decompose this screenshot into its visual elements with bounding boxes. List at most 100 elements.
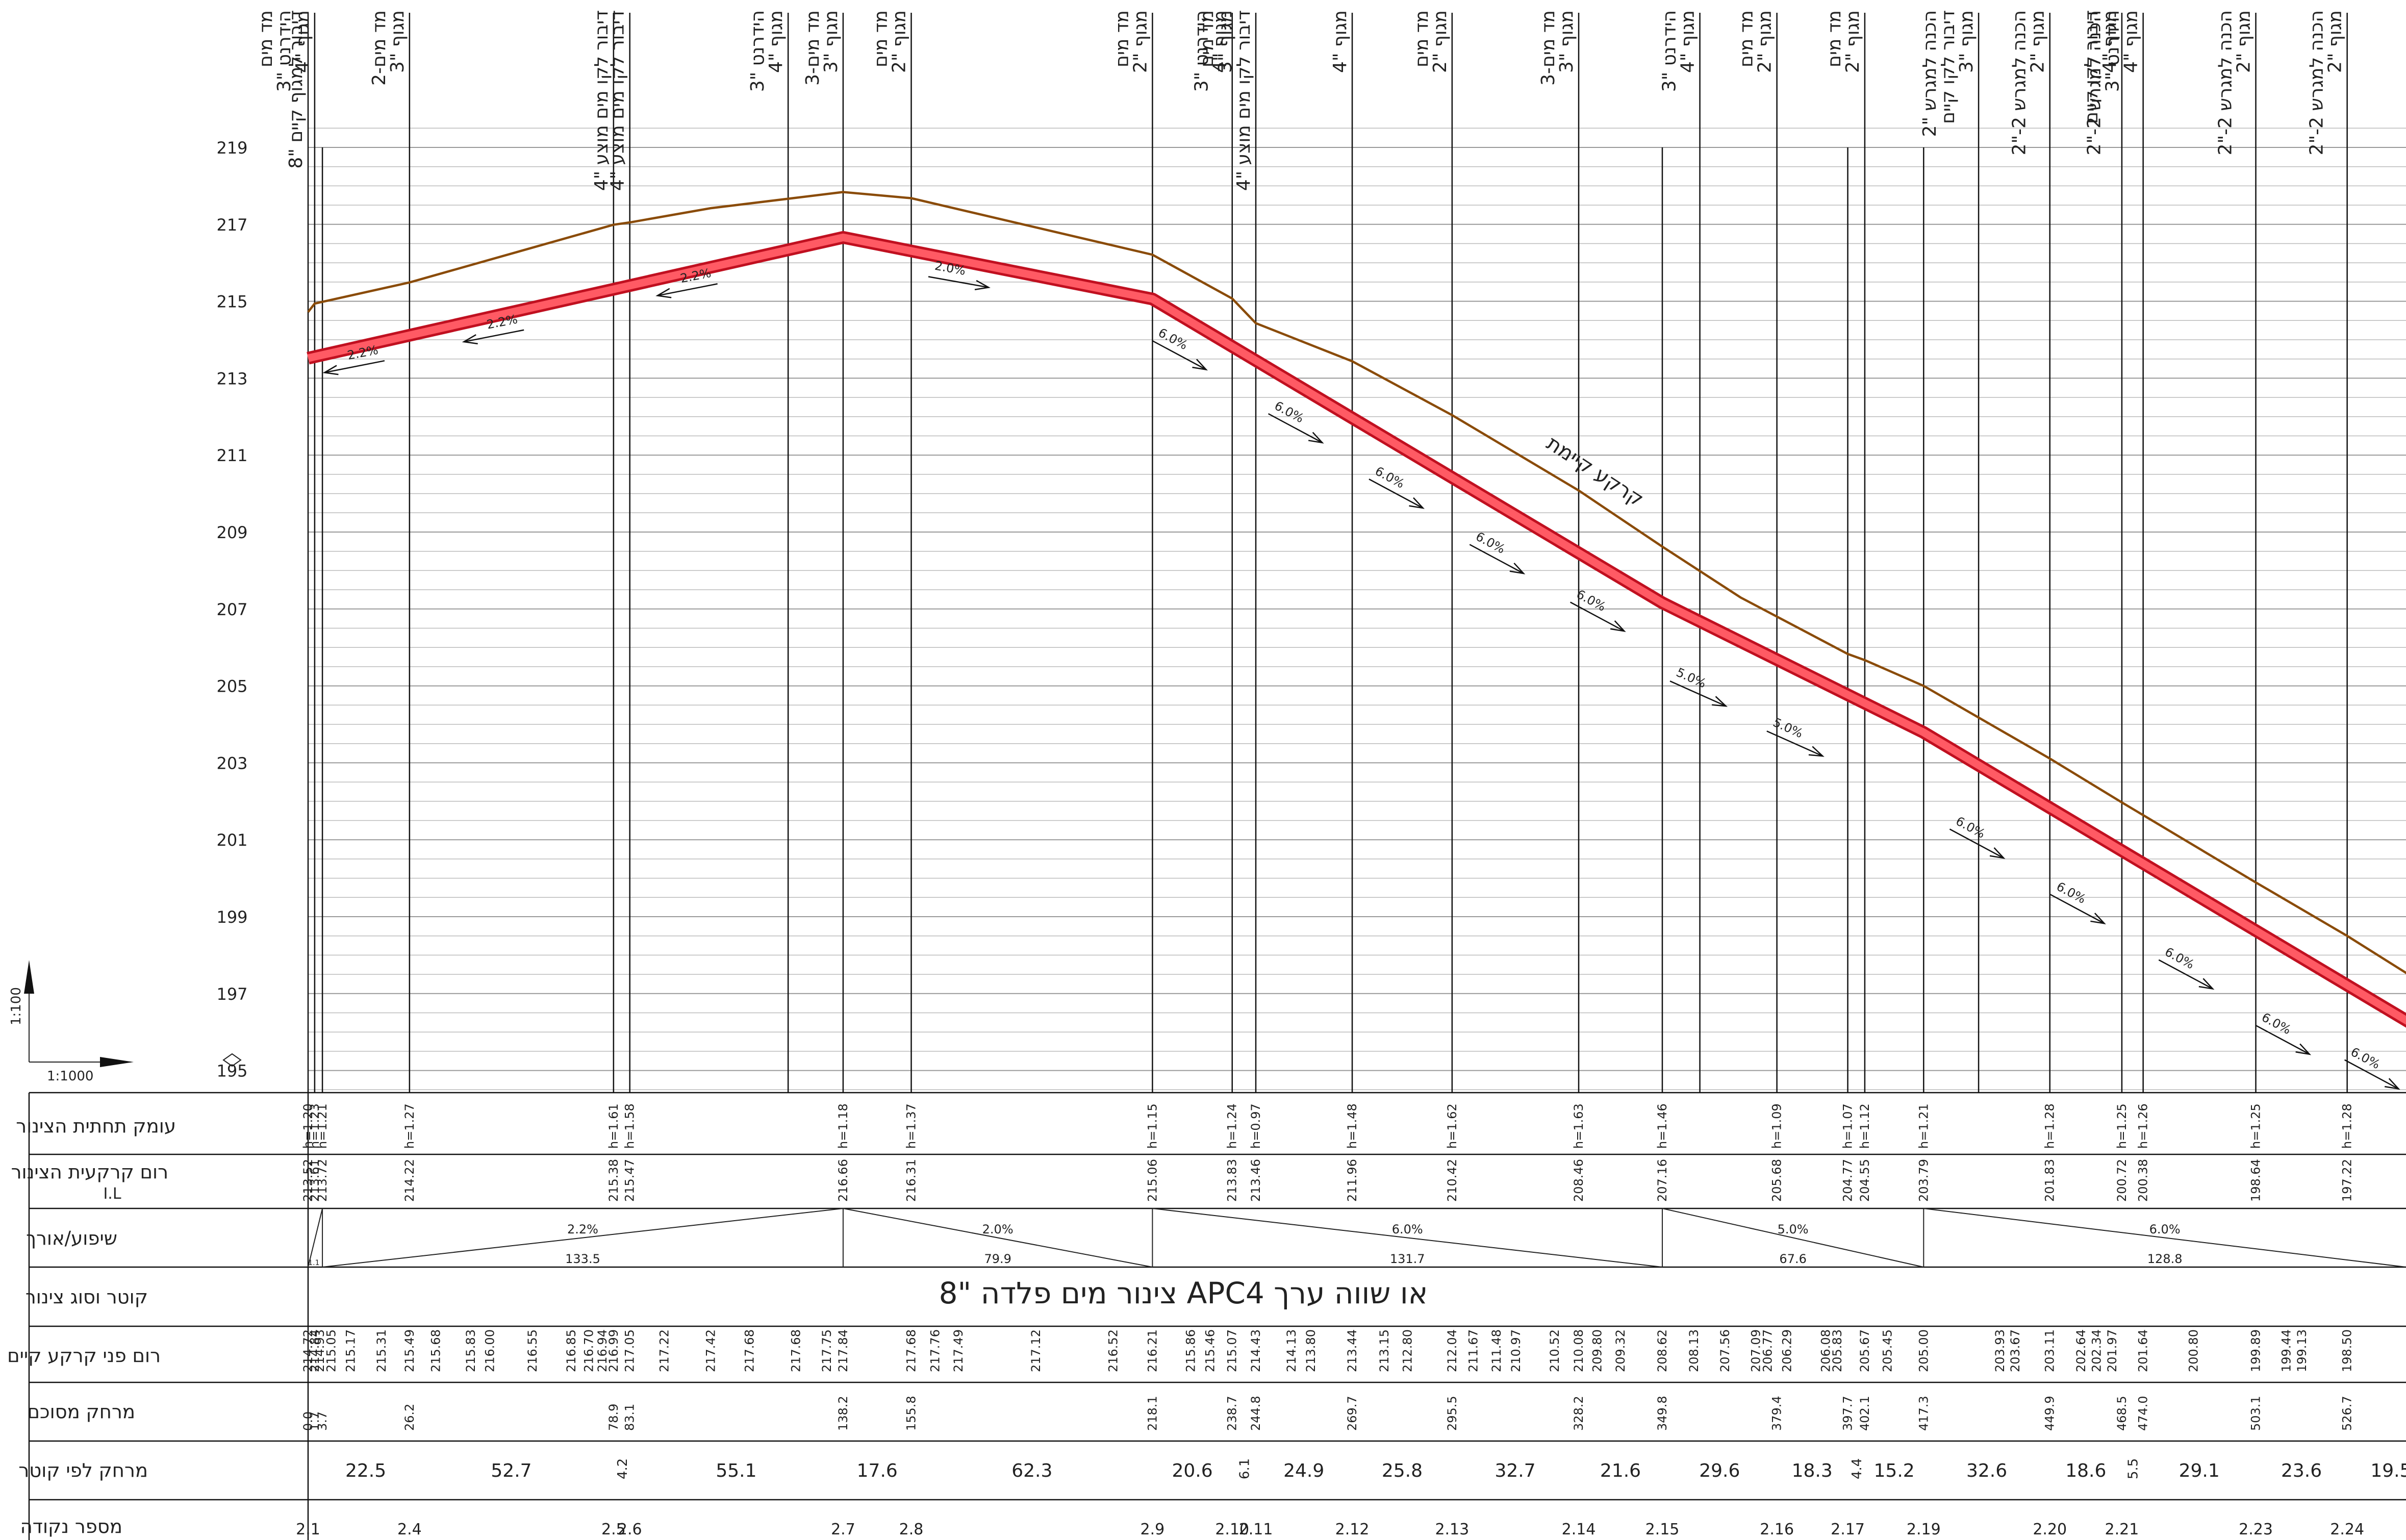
table-values: h=1.20h=1.23h=1.21 h=1.27 h=1.61 h=1.58 h=1.…: [296, 1103, 2406, 1538]
cumulative-distance-value: 155.8: [904, 1396, 919, 1431]
ground-level-value: 199.13: [2295, 1329, 2309, 1372]
ground-level-value: 217.22: [657, 1329, 671, 1372]
station-label: הידרנט "3: [1659, 10, 1680, 92]
invert-value: 208.46: [1572, 1159, 1586, 1202]
ground-level-value: 203.11: [2043, 1329, 2057, 1372]
row-label-diameter: קוטר וסוג צינור: [26, 1286, 148, 1308]
depth-value: h=1.23: [308, 1103, 322, 1149]
invert-value: 205.68: [1770, 1159, 1784, 1202]
slope-arrowhead: [2198, 978, 2215, 990]
elevation-tick-label: 219: [216, 138, 247, 158]
ground-level-value: 217.49: [951, 1329, 966, 1372]
station-label: מגוף "3: [1556, 10, 1577, 73]
ground-level-value: 216.52: [1106, 1329, 1121, 1372]
slope-arrow-label: 6.0%: [1373, 464, 1407, 491]
depth-value: h=1.26: [2136, 1103, 2150, 1149]
ground-level-value: 217.12: [1029, 1329, 1043, 1372]
station-label: הידרנט "3: [274, 10, 295, 92]
ground-level-value: 214.84: [308, 1329, 322, 1372]
depth-value: h=1.25: [2115, 1103, 2129, 1149]
ground-level-value: 217.68: [904, 1329, 919, 1372]
station-label: מגוף "2: [1842, 10, 1863, 73]
ground-level-value: 210.08: [1572, 1329, 1586, 1372]
station-label: מד מים: [1111, 10, 1132, 67]
invert-value: 203.79: [1916, 1159, 1931, 1202]
segment-distance-value: 32.7: [1495, 1460, 1535, 1481]
station-label: מגוף "3: [387, 10, 408, 73]
ground-level-value: 217.42: [703, 1329, 718, 1372]
slope-arrowhead: [2295, 1043, 2312, 1055]
pipe-outline: [307, 231, 2406, 1028]
cumulative-distance-value: 218.1: [1145, 1396, 1159, 1431]
segment-length: 67.6: [1779, 1252, 1806, 1266]
station-label: מד מים: [871, 10, 892, 67]
ground-level-value: 215.86: [1184, 1329, 1198, 1372]
station-label: מגוף "2: [2028, 10, 2048, 73]
ground-level-value: 203.67: [2008, 1329, 2022, 1372]
station-label: הכנה למגרש 2-"2: [2215, 10, 2236, 155]
ground-level-value: 199.89: [2249, 1329, 2263, 1372]
invert-value: 215.06: [1145, 1159, 1159, 1202]
segment-distance-value: 18.3: [1792, 1460, 1833, 1481]
ground-level-value: 209.32: [1613, 1329, 1628, 1372]
segment-distance-value: 32.6: [1966, 1460, 2007, 1481]
station-label: מד מים: [1411, 10, 1432, 67]
cumulative-distance-value: 295.5: [1445, 1396, 1459, 1431]
ground-level-value: 217.76: [928, 1329, 943, 1372]
ground-level-value: 209.80: [1590, 1329, 1604, 1372]
ground-level-value: 215.31: [374, 1329, 389, 1372]
segment-distance-value: 18.6: [2065, 1460, 2106, 1481]
scale-horizontal-label: 1:1000: [47, 1069, 93, 1084]
elevation-tick-label: 201: [216, 830, 247, 850]
slope-arrow-line: [1949, 828, 2004, 859]
point-number: 2.4: [397, 1521, 422, 1538]
profile-lines: [307, 191, 2406, 1028]
elevation-tick-label: 205: [216, 677, 247, 696]
slope-percent: 6.0%: [2149, 1222, 2181, 1236]
station-label: מד מים-3: [802, 10, 823, 86]
station-label: דיבור לקו מים מוצע "4: [1233, 10, 1254, 191]
ground-level-value: 216.21: [1145, 1329, 1159, 1372]
point-number: 2.10: [1215, 1521, 1249, 1538]
station-label: הכנה לקו קיים "8: [2405, 10, 2406, 151]
row-label-slope: שיפוע/אורך: [26, 1227, 117, 1249]
station-label: מגוף "2: [2234, 10, 2255, 73]
slope-arrowhead: [1509, 563, 1526, 574]
ground-level-value: 198.50: [2340, 1329, 2354, 1372]
slope-diagonal: [843, 1208, 1153, 1268]
slope-arrowhead: [1409, 497, 1425, 509]
slope-arrow-line: [1152, 340, 1207, 370]
depth-value: h=1.24: [1225, 1103, 1239, 1149]
segment-distance-value: 20.6: [1172, 1460, 1212, 1481]
depth-value: h=1.62: [1445, 1103, 1459, 1149]
invert-value: 213.72: [315, 1159, 330, 1202]
station-label: הידרנט "3: [2103, 10, 2123, 92]
ground-level-value: 206.29: [1780, 1329, 1794, 1372]
segment-distance-value: 29.1: [2179, 1460, 2220, 1481]
segment-distance-value: 24.9: [1283, 1460, 1324, 1481]
slope-arrowhead: [1712, 696, 1728, 707]
ground-level-value: 205.67: [1858, 1329, 1872, 1372]
slope-diagonal: [1662, 1208, 1924, 1268]
slope-diagonal: [308, 1208, 323, 1268]
ground-level-value: 210.97: [1509, 1329, 1523, 1372]
station-label: מגוף "3: [1215, 10, 1236, 73]
invert-value: 216.31: [904, 1159, 919, 1202]
cumulative-distance-value: 349.8: [1655, 1396, 1669, 1431]
ground-level-value: 215.83: [464, 1329, 478, 1372]
slope-diagonal: [322, 1208, 844, 1268]
cumulative-distance-value: 474.0: [2136, 1396, 2150, 1431]
slope-arrow-label: 6.0%: [2348, 1045, 2383, 1072]
ground-level-value: 202.34: [2090, 1329, 2104, 1372]
depth-value: h=1.12: [1858, 1103, 1872, 1149]
ground-level-value: 207.09: [1749, 1329, 1763, 1372]
slope-arrowhead: [1192, 359, 1208, 371]
station-label: מגוף "4: [292, 10, 313, 73]
slope-arrow-label: 6.0%: [2259, 1010, 2293, 1038]
ground-level-value: 214.93: [313, 1329, 327, 1372]
station-label: מגוף "4: [2121, 10, 2142, 73]
invert-value: 216.66: [836, 1159, 850, 1202]
ground-level-value: 215.07: [1225, 1329, 1239, 1372]
slope-arrow-line: [657, 283, 718, 296]
station-label: מד מים: [1824, 10, 1845, 67]
